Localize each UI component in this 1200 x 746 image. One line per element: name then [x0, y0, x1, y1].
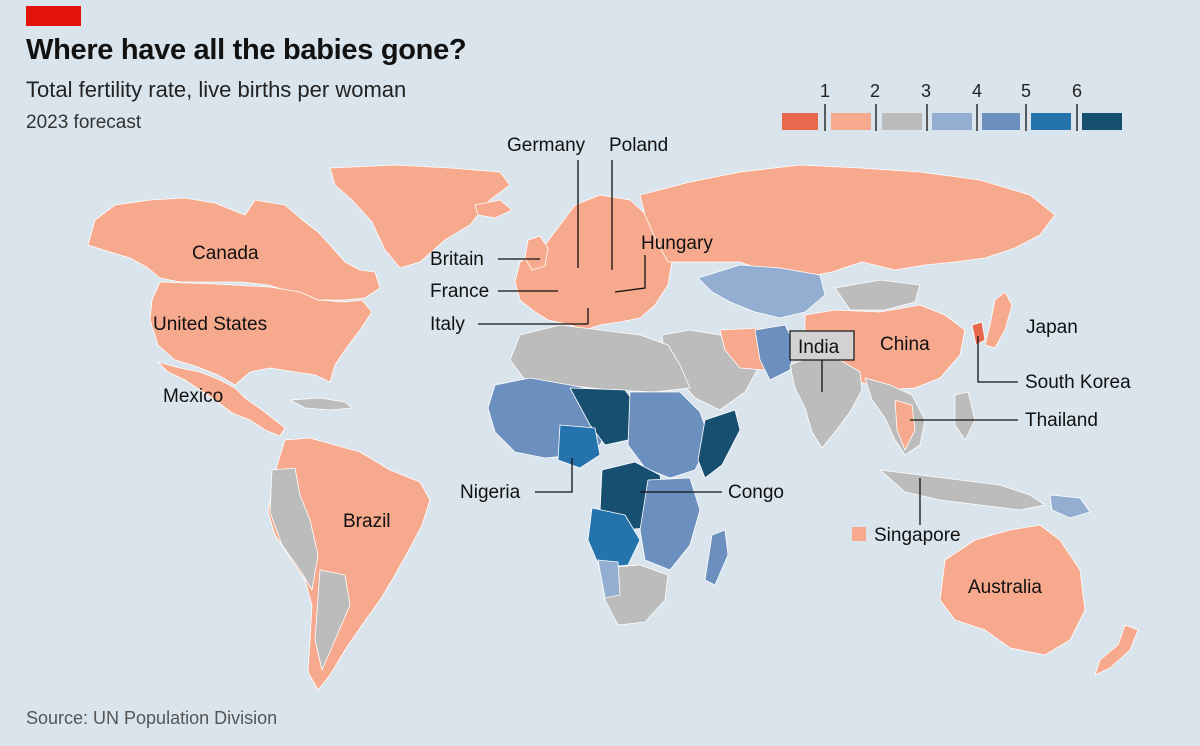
region-new-zealand: [1094, 624, 1139, 676]
label-brazil: Brazil: [343, 511, 391, 532]
label-japan: Japan: [1026, 317, 1078, 338]
label-britain: Britain: [430, 249, 484, 270]
country-labels: Canada United States Mexico Brazil Brita…: [153, 135, 1131, 598]
region-png: [1049, 494, 1091, 519]
label-nigeria: Nigeria: [460, 482, 521, 503]
label-germany: Germany: [507, 135, 586, 156]
legend-swatch-1: [831, 113, 871, 130]
region-namibia: [597, 559, 621, 599]
chart-title: Where have all the babies gone?: [26, 34, 467, 66]
region-greenland: [329, 164, 511, 269]
legend-swatch-2: [882, 113, 922, 130]
legend-tick-6: 6: [1072, 81, 1082, 101]
region-russia: [639, 164, 1056, 279]
legend-swatch-4: [982, 113, 1020, 130]
region-britain: [524, 235, 549, 271]
region-south-america: [267, 437, 431, 691]
region-united-states: [149, 281, 373, 386]
legend-swatch-3: [932, 113, 972, 130]
region-somalia: [697, 409, 741, 479]
label-mexico: Mexico: [163, 386, 223, 407]
label-france: France: [430, 281, 489, 302]
label-china: China: [880, 334, 930, 355]
label-australia: Australia: [968, 577, 1042, 598]
region-europe: [514, 194, 673, 331]
india-label-box: [789, 330, 855, 361]
region-japan: [984, 291, 1013, 349]
region-australia: [939, 524, 1086, 656]
region-canada: [87, 197, 381, 301]
label-south-korea: South Korea: [1025, 372, 1131, 393]
legend-swatch-5: [1031, 113, 1071, 130]
label-india: India: [798, 337, 840, 358]
label-singapore: Singapore: [874, 525, 961, 546]
leader-lines: [478, 160, 1018, 525]
region-central-asia: [697, 264, 826, 319]
legend-tick-3: 3: [921, 81, 931, 101]
region-south-korea: [971, 321, 986, 346]
chart-note: 2023 forecast: [26, 112, 142, 133]
label-congo: Congo: [728, 482, 784, 503]
brand-tag: [26, 6, 81, 26]
region-afghanistan-pakistan: [754, 324, 796, 381]
region-madagascar: [704, 529, 729, 586]
region-iceland: [474, 199, 513, 219]
region-angola: [587, 507, 641, 569]
region-andes: [269, 467, 319, 591]
region-india: [789, 354, 863, 449]
region-indonesia: [879, 469, 1046, 511]
region-southeast-africa: [639, 477, 701, 571]
legend-swatch-6: [1082, 113, 1122, 130]
region-caribbean: [289, 397, 353, 411]
label-poland: Poland: [609, 135, 668, 156]
legend-tick-4: 4: [972, 81, 982, 101]
region-thailand: [894, 399, 916, 451]
label-canada: Canada: [192, 243, 259, 264]
source-note: Source: UN Population Division: [26, 708, 278, 728]
legend: 1 2 3 4 5 6: [782, 81, 1122, 131]
legend-tick-2: 2: [870, 81, 880, 101]
label-united-states: United States: [153, 314, 267, 335]
singapore-marker: [852, 527, 866, 541]
label-hungary: Hungary: [641, 233, 713, 254]
chart-subtitle: Total fertility rate, live births per wo…: [26, 77, 407, 102]
region-nigeria: [557, 424, 601, 469]
region-mongolia: [834, 279, 921, 311]
region-east-africa: [627, 391, 711, 479]
region-southeast-asia: [864, 377, 926, 456]
region-patagonia: [314, 569, 351, 671]
region-mexico: [157, 361, 286, 437]
land: [87, 164, 1139, 691]
label-thailand: Thailand: [1025, 410, 1098, 431]
label-italy: Italy: [430, 314, 465, 335]
legend-swatch-0: [782, 113, 818, 130]
legend-tick-1: 1: [820, 81, 830, 101]
legend-tick-5: 5: [1021, 81, 1031, 101]
region-philippines: [954, 391, 976, 441]
